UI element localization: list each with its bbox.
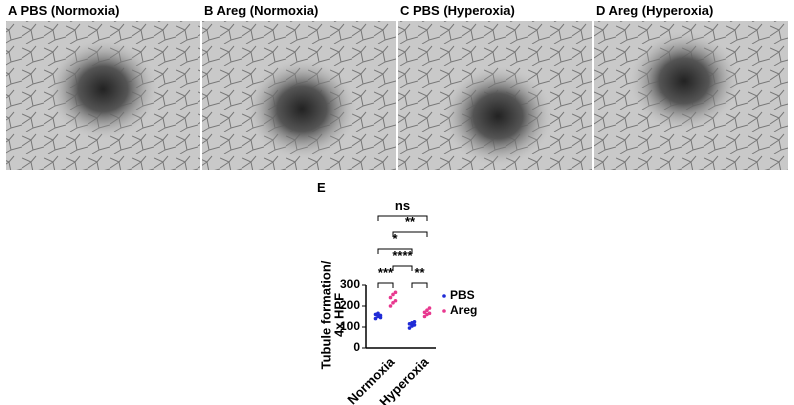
micrograph-center bbox=[247, 59, 357, 159]
data-point bbox=[427, 306, 432, 310]
legend-marker bbox=[442, 309, 446, 313]
significance-bracket bbox=[377, 282, 394, 288]
y-tick-label: 300 bbox=[340, 277, 360, 291]
significance-label: * bbox=[392, 231, 398, 246]
data-point bbox=[376, 311, 380, 316]
y-tick-label: 0 bbox=[353, 340, 360, 354]
data-point bbox=[391, 292, 395, 297]
data-point bbox=[407, 326, 412, 330]
y-axis-label: Tubule formation/ bbox=[318, 260, 333, 369]
legend-label: PBS bbox=[450, 288, 475, 302]
y-axis-label: 4x HPF bbox=[331, 293, 346, 337]
legend-label: Areg bbox=[450, 303, 477, 317]
significance-bracket bbox=[377, 215, 428, 221]
significance-label: *** bbox=[378, 265, 394, 280]
significance-bracket bbox=[392, 265, 413, 271]
data-point bbox=[422, 314, 427, 319]
panel-label: E bbox=[317, 180, 326, 195]
significance-bracket bbox=[377, 248, 413, 254]
data-point bbox=[412, 323, 417, 327]
data-point bbox=[391, 301, 395, 305]
panel-title: C PBS (Hyperoxia) bbox=[400, 3, 515, 18]
significance-label: ** bbox=[405, 214, 416, 229]
significance-label: ns bbox=[395, 198, 410, 213]
data-point bbox=[388, 295, 393, 300]
data-point bbox=[425, 308, 429, 313]
panel-title: D Areg (Hyperoxia) bbox=[596, 3, 713, 18]
data-point bbox=[393, 290, 398, 295]
significance-bracket bbox=[411, 282, 428, 288]
data-point bbox=[393, 298, 398, 303]
significance-label: **** bbox=[392, 248, 413, 263]
legend-marker bbox=[442, 294, 446, 298]
panel-title: A PBS (Normoxia) bbox=[8, 3, 119, 18]
data-point bbox=[388, 304, 393, 308]
y-tick-label: 100 bbox=[340, 319, 360, 333]
panel-title: B Areg (Normoxia) bbox=[204, 3, 318, 18]
data-point bbox=[378, 315, 383, 320]
y-tick-label: 200 bbox=[340, 298, 360, 312]
data-point bbox=[427, 311, 432, 316]
significance-bracket bbox=[392, 231, 428, 237]
significance-label: ** bbox=[414, 265, 425, 280]
micrograph-center bbox=[443, 66, 553, 166]
data-point bbox=[412, 319, 417, 324]
micrograph-center bbox=[48, 39, 158, 139]
data-point bbox=[422, 310, 427, 315]
data-point bbox=[373, 316, 378, 321]
micrograph-center bbox=[629, 31, 739, 131]
